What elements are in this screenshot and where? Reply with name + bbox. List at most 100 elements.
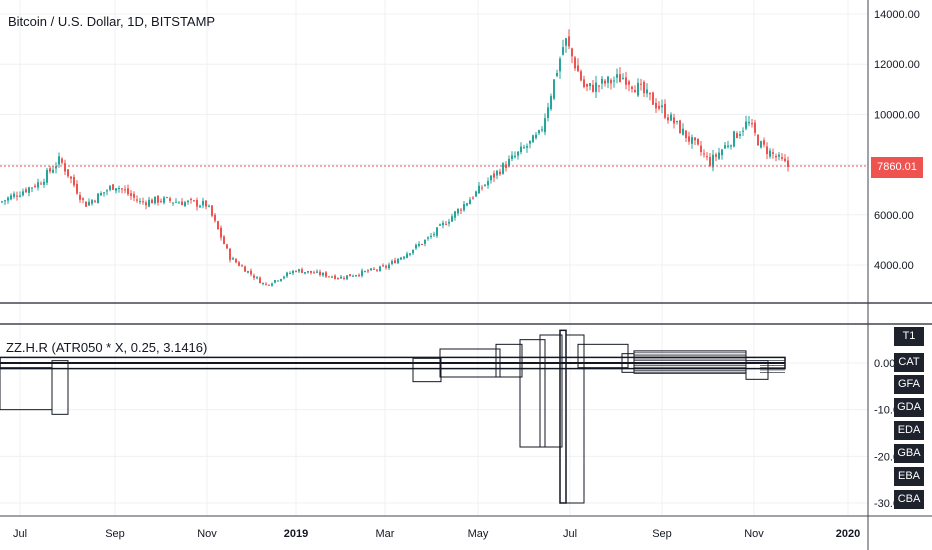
candle-body [475,191,477,197]
candle-body [340,276,342,279]
time-tick-label: Mar [376,528,395,540]
candle-body [55,166,57,169]
candle-body [508,158,510,167]
candle-body [622,77,624,80]
indicator-tag: CAT [894,353,924,372]
candle-body [19,195,21,197]
candle-body [661,105,663,108]
candle-body [664,103,666,118]
candle-body [487,181,489,186]
time-tick-label: Sep [652,528,672,540]
candle-body [691,137,693,144]
candle-body [658,105,660,109]
indicator-box [539,334,563,448]
candle-body [586,84,588,87]
candle-body [262,282,264,284]
candle-body [121,188,123,190]
candle-body [331,276,333,278]
candle-body [325,272,327,277]
candle-body [349,274,351,277]
candle-body [607,76,609,83]
candle-body [547,107,549,118]
candle-body [721,149,723,156]
symbol-title[interactable]: Bitcoin / U.S. Dollar, 1D, BITSTAMP [8,14,216,29]
candle-body [565,38,567,46]
candle-body [478,185,480,194]
price-tick-label: 4000.00 [874,260,914,272]
candle-body [130,193,132,196]
candle-body [322,272,324,276]
candle-body [733,131,735,147]
candle-body [484,184,486,186]
candle-body [184,202,186,207]
indicator-tag: GBA [894,444,924,463]
candle-body [400,257,402,260]
time-tick-label: Jul [563,528,577,540]
candle-body [142,201,144,203]
candle-body [70,176,72,179]
candle-body [604,80,606,84]
candle-body [715,154,717,157]
candle-body [196,200,198,207]
candle-body [781,157,783,159]
candle-body [334,275,336,279]
candle-body [277,280,279,282]
time-axis[interactable]: Jul Sep Nov 2019 Mar May Jul Sep Nov 2020 [13,528,860,540]
candle-body [187,200,189,203]
candle-body [706,156,708,158]
candle-body [526,146,528,148]
candle-body [700,145,702,153]
candle-body [769,150,771,157]
time-tick-label: Jul [13,528,27,540]
candle-body [601,78,603,84]
indicator-title[interactable]: ZZ.H.R (ATR050 * X, 0.25, 3.1416) [6,340,208,355]
candle-body [646,89,648,94]
candle-body [511,155,513,159]
candle-body [469,199,471,205]
candle-body [175,201,177,203]
candle-body [280,279,282,281]
candle-body [199,205,201,208]
candle-body [571,48,573,57]
candle-body [583,79,585,88]
candle-body [145,202,147,206]
candle-body [598,85,600,87]
candle-body [709,157,711,166]
candle-body [304,272,306,274]
candle-body [655,103,657,109]
candle-body [220,227,222,238]
candle-body [628,81,630,85]
indicator-series [0,329,786,504]
candle-body [229,248,231,260]
candle-body [766,146,768,154]
candle-body [739,134,741,136]
candle-body [127,188,129,195]
candle-body [409,253,411,255]
indicator-box [577,343,629,369]
candle-body [673,117,675,124]
price-axis[interactable]: 4000.006000.008000.0010000.0012000.00140… [874,9,920,272]
candle-body [367,270,369,272]
candle-body [412,249,414,254]
candle-body [319,271,321,276]
candle-body [778,154,780,157]
candle-body [10,195,12,200]
candle-body [97,193,99,204]
candle-body [376,269,378,271]
candle-body [364,271,366,273]
price-tick-label: 6000.00 [874,210,914,222]
candle-body [556,72,558,76]
indicator-box [565,334,585,504]
candle-body [568,36,570,47]
candle-body [388,264,390,269]
candle-body [757,135,759,146]
candle-body [535,134,537,138]
candle-body [250,270,252,275]
candle-body [553,79,555,99]
candle-body [88,201,90,206]
candle-body [496,170,498,176]
candle-body [208,205,210,207]
candle-body [370,268,372,271]
candle-body [463,204,465,211]
